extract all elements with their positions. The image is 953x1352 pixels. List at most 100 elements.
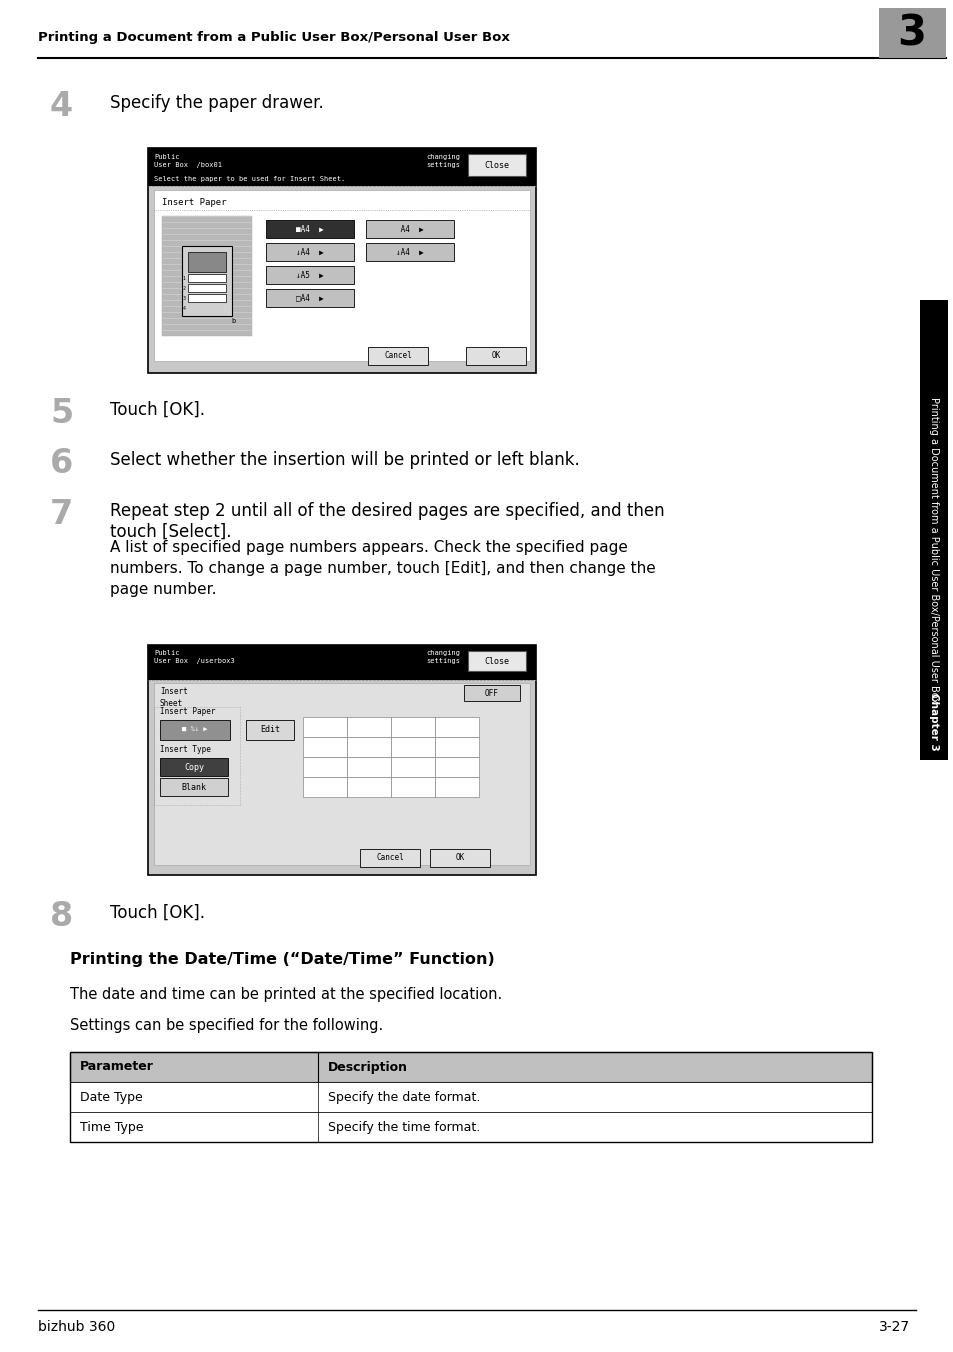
Text: Specify the date format.: Specify the date format. xyxy=(328,1091,480,1103)
Bar xyxy=(70,1052,871,1142)
Bar xyxy=(246,721,294,740)
Text: Insert
Sheet: Insert Sheet xyxy=(160,687,188,708)
Bar xyxy=(188,274,226,283)
Text: 8: 8 xyxy=(50,900,73,933)
Bar xyxy=(465,347,525,365)
Bar xyxy=(160,721,230,740)
Text: Insert Paper: Insert Paper xyxy=(160,707,215,717)
Text: 5: 5 xyxy=(50,397,73,430)
Text: P  2|P  5: P 2|P 5 xyxy=(306,726,351,734)
Bar xyxy=(435,717,478,737)
Bar xyxy=(391,777,435,796)
Text: bizhub 360: bizhub 360 xyxy=(38,1320,115,1334)
Bar xyxy=(303,717,347,737)
Bar xyxy=(160,758,228,776)
Bar xyxy=(468,154,525,176)
Bar xyxy=(359,849,419,867)
Text: Date Type: Date Type xyxy=(80,1091,143,1103)
Bar xyxy=(303,777,347,796)
Text: Printing a Document from a Public User Box/Personal User Box: Printing a Document from a Public User B… xyxy=(928,397,938,703)
Text: 3-27: 3-27 xyxy=(878,1320,909,1334)
Bar xyxy=(366,243,454,261)
Bar xyxy=(435,757,478,777)
Text: 7: 7 xyxy=(50,498,73,531)
Bar xyxy=(435,777,478,796)
Bar xyxy=(391,737,435,757)
Bar xyxy=(148,147,536,373)
Bar xyxy=(148,645,536,875)
Text: changing
settings: changing settings xyxy=(426,154,459,168)
Bar xyxy=(153,191,530,361)
Text: OK: OK xyxy=(491,352,500,361)
Text: Cancel: Cancel xyxy=(384,352,412,361)
Text: 4: 4 xyxy=(182,306,185,311)
Text: Touch [OK].: Touch [OK]. xyxy=(110,904,205,922)
Text: Parameter: Parameter xyxy=(80,1060,153,1073)
Bar xyxy=(391,717,435,737)
Bar xyxy=(160,777,228,796)
Text: Description: Description xyxy=(328,1060,408,1073)
Bar xyxy=(347,717,391,737)
Text: A list of specified page numbers appears. Check the specified page
numbers. To c: A list of specified page numbers appears… xyxy=(110,539,655,598)
Bar xyxy=(266,266,354,284)
Bar xyxy=(391,757,435,777)
Text: Public
User Box  /userbox3: Public User Box /userbox3 xyxy=(153,650,234,664)
Text: Close: Close xyxy=(484,657,509,665)
Text: □A4  ▶: □A4 ▶ xyxy=(295,293,323,303)
Bar xyxy=(153,683,530,865)
Text: ↓A5  ▶: ↓A5 ▶ xyxy=(295,270,323,280)
Bar xyxy=(435,737,478,757)
Text: 6: 6 xyxy=(50,448,73,480)
Bar xyxy=(430,849,490,867)
Text: Specify the time format.: Specify the time format. xyxy=(328,1121,479,1133)
Text: Copy: Copy xyxy=(184,763,204,772)
Bar xyxy=(188,293,226,301)
Bar xyxy=(70,1111,871,1142)
Bar xyxy=(148,147,536,187)
Text: Edit: Edit xyxy=(260,726,280,734)
Text: OFF: OFF xyxy=(484,688,498,698)
Text: 1: 1 xyxy=(182,276,185,280)
Text: Close: Close xyxy=(484,161,509,169)
Bar xyxy=(368,347,428,365)
Text: Insert Paper: Insert Paper xyxy=(162,197,226,207)
Bar xyxy=(188,251,226,272)
Bar xyxy=(303,737,347,757)
Bar xyxy=(266,289,354,307)
Bar xyxy=(366,220,454,238)
Bar xyxy=(148,645,536,680)
Bar xyxy=(468,652,525,671)
Bar xyxy=(266,220,354,238)
Bar xyxy=(347,737,391,757)
Bar xyxy=(162,216,252,337)
Text: Repeat step 2 until all of the desired pages are specified, and then
touch [Sele: Repeat step 2 until all of the desired p… xyxy=(110,502,664,541)
Text: ■A4  ▶: ■A4 ▶ xyxy=(295,224,323,234)
Text: 3: 3 xyxy=(182,296,185,300)
Bar xyxy=(347,757,391,777)
Text: Select whether the insertion will be printed or left blank.: Select whether the insertion will be pri… xyxy=(110,452,579,469)
Text: Specify the paper drawer.: Specify the paper drawer. xyxy=(110,95,323,112)
Text: 2: 2 xyxy=(182,285,185,291)
Text: Touch [OK].: Touch [OK]. xyxy=(110,402,205,419)
Bar xyxy=(463,685,519,700)
Bar xyxy=(303,757,347,777)
Text: 4: 4 xyxy=(50,91,73,123)
Text: ↓A4  ▶: ↓A4 ▶ xyxy=(295,247,323,257)
Text: Chapter 3: Chapter 3 xyxy=(928,694,938,750)
Text: Settings can be specified for the following.: Settings can be specified for the follow… xyxy=(70,1018,383,1033)
Bar xyxy=(70,1082,871,1111)
Text: b: b xyxy=(232,318,236,324)
Text: Printing the Date/Time (“Date/Time” Function): Printing the Date/Time (“Date/Time” Func… xyxy=(70,952,495,967)
Bar xyxy=(919,300,947,760)
Bar xyxy=(347,777,391,796)
Text: OK: OK xyxy=(455,853,464,863)
Bar xyxy=(878,8,945,58)
Text: Public
User Box  /box01: Public User Box /box01 xyxy=(153,154,222,168)
Text: changing
settings: changing settings xyxy=(426,650,459,664)
Text: ■ %↓ ▶: ■ %↓ ▶ xyxy=(182,727,208,733)
Text: ↓A4  ▶: ↓A4 ▶ xyxy=(395,247,423,257)
Text: Blank: Blank xyxy=(181,783,206,791)
Bar xyxy=(188,284,226,292)
Text: Printing a Document from a Public User Box/Personal User Box: Printing a Document from a Public User B… xyxy=(38,31,509,45)
Text: A4  ▶: A4 ▶ xyxy=(395,224,423,234)
